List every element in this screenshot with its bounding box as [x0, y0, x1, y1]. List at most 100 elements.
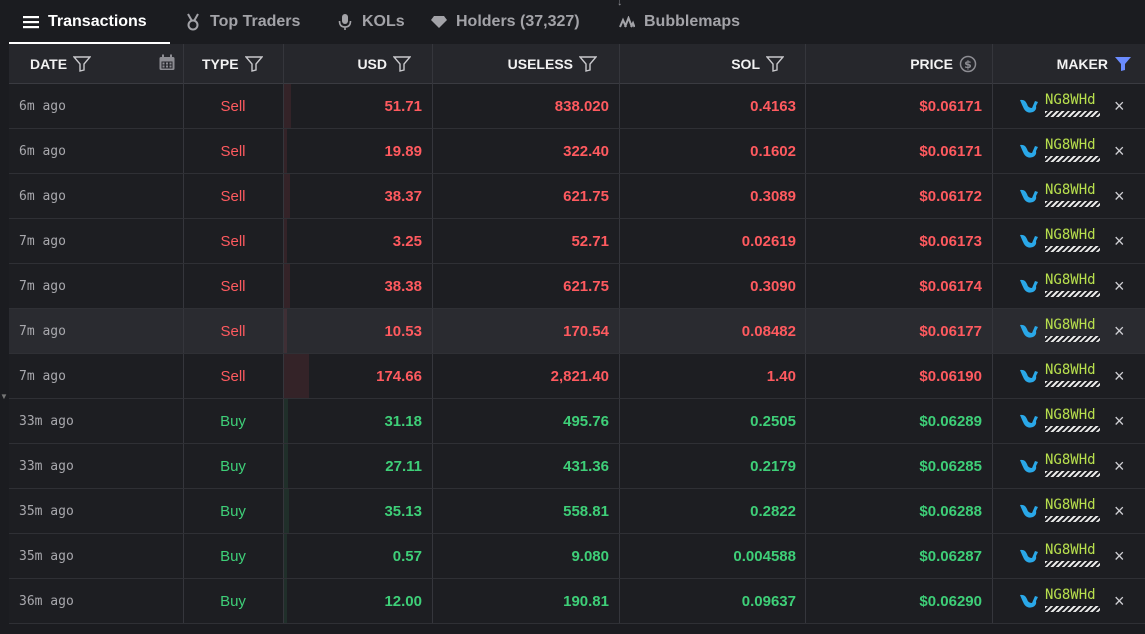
table-row[interactable]: 7m ago Sell 174.66 2,821.40 1.40 $0.06190 NG8W…: [9, 354, 1145, 399]
maker-label-stripe: [1045, 156, 1100, 162]
calendar-icon[interactable]: [158, 54, 176, 72]
close-icon[interactable]: ×: [1114, 276, 1125, 296]
column-divider: [283, 534, 284, 578]
tab-bubblemaps[interactable]: Bubblemaps: [618, 0, 740, 44]
date-cell: 6m ago: [19, 189, 66, 204]
tab-holders[interactable]: Holders (37,327): [430, 0, 580, 44]
price-cell: $0.06287: [919, 548, 982, 565]
maker-address-link[interactable]: NG8WHd: [1045, 272, 1096, 288]
close-icon[interactable]: ×: [1114, 501, 1125, 521]
list-icon: [22, 13, 40, 31]
close-icon[interactable]: ×: [1114, 186, 1125, 206]
table-row[interactable]: 6m ago Sell 38.37 621.75 0.3089 $0.06172 NG8WH…: [9, 174, 1145, 219]
table-row[interactable]: 6m ago Sell 51.71 838.020 0.4163 $0.06171 NG8W…: [9, 84, 1145, 129]
tab-transactions[interactable]: Transactions: [22, 0, 147, 44]
sol-cell: 0.02619: [741, 233, 796, 250]
maker-address-link[interactable]: NG8WHd: [1045, 362, 1096, 378]
close-icon[interactable]: ×: [1114, 591, 1125, 611]
close-icon[interactable]: ×: [1114, 231, 1125, 251]
column-header-maker[interactable]: MAKER: [992, 44, 1132, 84]
column-divider: [432, 264, 433, 308]
column-header-label: PRICE: [910, 56, 953, 72]
maker-address-link[interactable]: NG8WHd: [1045, 587, 1096, 603]
filter-icon[interactable]: [766, 56, 784, 72]
date-cell: 35m ago: [19, 549, 74, 564]
column-divider: [432, 219, 433, 263]
usd-volume-bar: [284, 219, 287, 263]
close-icon[interactable]: ×: [1114, 321, 1125, 341]
filter-icon[interactable]: [73, 56, 92, 72]
column-divider: [619, 129, 620, 173]
maker-address-link[interactable]: NG8WHd: [1045, 317, 1096, 333]
table-row[interactable]: 6m ago Sell 19.89 322.40 0.1602 $0.06171 NG8WH…: [9, 129, 1145, 174]
usd-cell: 10.53: [384, 323, 422, 340]
table-row[interactable]: 7m ago Sell 10.53 170.54 0.08482 $0.06177 NG8W…: [9, 309, 1145, 354]
table-row[interactable]: 7m ago Sell 38.38 621.75 0.3090 $0.06174 NG8WH…: [9, 264, 1145, 309]
tab-label: Transactions: [48, 13, 147, 30]
column-divider: [805, 174, 806, 218]
token-amount-cell: 495.76: [563, 413, 609, 430]
close-icon[interactable]: ×: [1114, 366, 1125, 386]
column-header-token[interactable]: USELESS: [432, 44, 597, 84]
table-row[interactable]: 35m ago Buy 35.13 558.81 0.2822 $0.06288 NG8WH…: [9, 489, 1145, 534]
close-icon[interactable]: ×: [1114, 96, 1125, 116]
column-divider: [805, 534, 806, 578]
token-amount-cell: 52.71: [571, 233, 609, 250]
type-cell: Buy: [220, 548, 246, 565]
column-divider: [183, 399, 184, 443]
price-cell: $0.06288: [919, 503, 982, 520]
maker-address-link[interactable]: NG8WHd: [1045, 407, 1096, 423]
filter-icon[interactable]: [244, 56, 263, 72]
close-icon[interactable]: ×: [1114, 411, 1125, 431]
maker-address-link[interactable]: NG8WHd: [1045, 497, 1096, 513]
table-row[interactable]: 33m ago Buy 27.11 431.36 0.2179 $0.06285 NG8WH…: [9, 444, 1145, 489]
usd-volume-bar: [284, 399, 288, 443]
column-header-price[interactable]: PRICE $: [805, 44, 977, 84]
maker-address-link[interactable]: NG8WHd: [1045, 137, 1096, 153]
table-row[interactable]: 36m ago Buy 12.00 190.81 0.09637 $0.06290 NG8W…: [9, 579, 1145, 624]
tab-kols[interactable]: KOLs: [336, 0, 405, 44]
tab-top-traders[interactable]: Top Traders: [184, 0, 300, 44]
close-icon[interactable]: ×: [1114, 456, 1125, 476]
column-divider: [992, 264, 993, 308]
filter-icon[interactable]: [579, 56, 597, 72]
usd-volume-bar: [284, 579, 287, 623]
maker-label-stripe: [1045, 381, 1100, 387]
maker-address-link[interactable]: NG8WHd: [1045, 542, 1096, 558]
table-row[interactable]: 35m ago Buy 0.57 9.080 0.004588 $0.06287 NG8WH…: [9, 534, 1145, 579]
column-divider: [805, 309, 806, 353]
column-divider: [283, 579, 284, 623]
table-row[interactable]: 7m ago Sell 3.25 52.71 0.02619 $0.06173 NG8WHd…: [9, 219, 1145, 264]
medal-icon: [184, 13, 202, 31]
maker-address-link[interactable]: NG8WHd: [1045, 182, 1096, 198]
token-amount-cell: 190.81: [563, 593, 609, 610]
filter-icon[interactable]: [393, 56, 411, 72]
sol-cell: 0.3090: [750, 278, 796, 295]
column-divider: [283, 219, 284, 263]
column-header-usd[interactable]: USD: [283, 44, 411, 84]
column-divider: [183, 44, 184, 84]
filter-active-icon[interactable]: [1114, 56, 1132, 72]
usd-cell: 3.25: [392, 233, 422, 250]
sol-cell: 0.2505: [750, 413, 796, 430]
column-divider: [283, 84, 284, 128]
column-divider: [432, 129, 433, 173]
column-header-sol[interactable]: SOL: [619, 44, 784, 84]
close-icon[interactable]: ×: [1114, 546, 1125, 566]
maker-address-link[interactable]: NG8WHd: [1045, 92, 1096, 108]
usd-cell: 31.18: [384, 413, 422, 430]
maker-address-link[interactable]: NG8WHd: [1045, 227, 1096, 243]
column-header-type[interactable]: TYPE: [202, 44, 263, 84]
maker-label-stripe: [1045, 471, 1100, 477]
close-icon[interactable]: ×: [1114, 141, 1125, 161]
column-divider: [619, 579, 620, 623]
column-divider: [183, 174, 184, 218]
column-divider: [992, 354, 993, 398]
column-divider: [992, 129, 993, 173]
whale-icon: [1020, 234, 1038, 248]
dollar-circle-icon[interactable]: $: [959, 55, 977, 73]
column-header-date[interactable]: DATE: [30, 44, 92, 84]
maker-label-stripe: [1045, 246, 1100, 252]
table-row[interactable]: 33m ago Buy 31.18 495.76 0.2505 $0.06289 NG8WH…: [9, 399, 1145, 444]
maker-address-link[interactable]: NG8WHd: [1045, 452, 1096, 468]
